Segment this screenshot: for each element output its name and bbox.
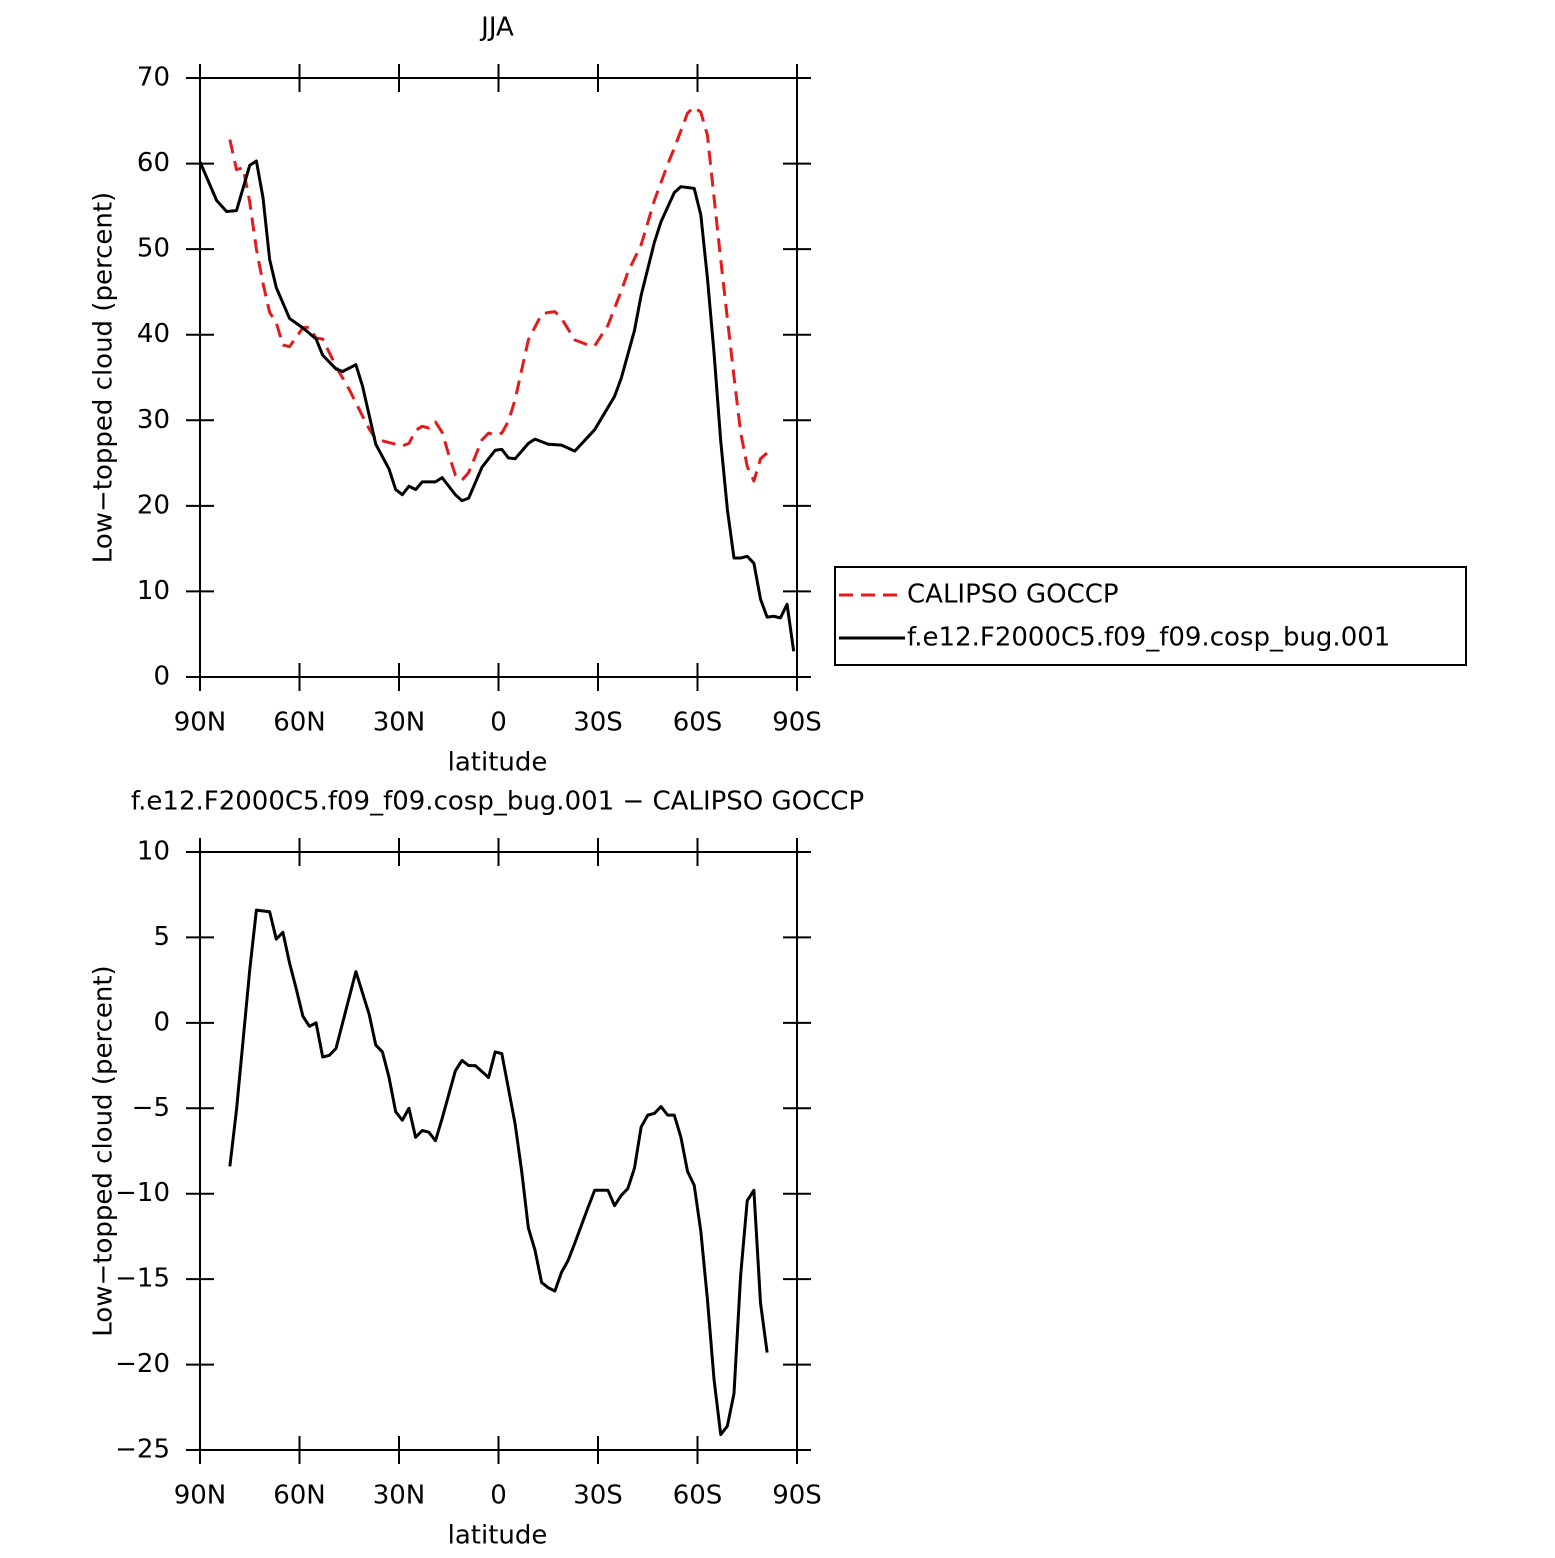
x-tick-label: 60N <box>273 1481 326 1511</box>
x-tick-label: 90N <box>174 708 227 738</box>
x-axis-label: latitude <box>448 1521 548 1551</box>
y-axis-label: Low−topped cloud (percent) <box>89 192 119 563</box>
x-tick-label: 30S <box>573 1481 623 1511</box>
x-tick-label: 60S <box>673 708 723 738</box>
y-tick-label: 0 <box>153 1007 170 1037</box>
x-tick-label: 90S <box>772 1481 822 1511</box>
x-tick-label: 30S <box>573 708 623 738</box>
y-tick-label: 50 <box>137 234 170 264</box>
chart-title: JJA <box>479 13 514 43</box>
y-tick-label: 30 <box>137 405 170 435</box>
y-tick-label: −25 <box>115 1435 170 1465</box>
y-axis-label: Low−topped cloud (percent) <box>89 965 119 1336</box>
x-tick-label: 60S <box>673 1481 723 1511</box>
plot: f.e12.F2000C5.f09_f09.cosp_bug.001 − CAL… <box>89 787 865 1551</box>
x-tick-label: 0 <box>490 708 507 738</box>
y-tick-label: 60 <box>137 148 170 178</box>
y-tick-label: 0 <box>153 662 170 692</box>
y-tick-label: 10 <box>137 576 170 606</box>
x-tick-label: 90N <box>174 1481 227 1511</box>
y-tick-label: −20 <box>115 1349 170 1379</box>
data-line <box>198 159 796 652</box>
x-tick-label: 30N <box>373 1481 426 1511</box>
x-tick-label: 0 <box>490 1481 507 1511</box>
x-tick-label: 90S <box>772 708 822 738</box>
x-tick-label: 30N <box>373 708 426 738</box>
y-tick-label: −10 <box>115 1178 170 1208</box>
x-axis-label: latitude <box>448 748 548 778</box>
plot: JJA latitude Low−topped cloud (percent) 0 10… <box>89 13 1467 778</box>
y-tick-label: 40 <box>137 319 170 349</box>
y-tick-label: −5 <box>132 1093 170 1123</box>
legend-label: CALIPSO GOCCP <box>907 580 1119 610</box>
y-tick-label: 10 <box>137 837 170 867</box>
plot-frame <box>199 77 798 678</box>
legend-label: f.e12.F2000C5.f09_f09.cosp_bug.001 <box>907 623 1390 653</box>
y-tick-label: 20 <box>137 490 170 520</box>
plot-frame <box>199 851 798 1451</box>
data-line <box>228 105 769 483</box>
y-tick-label: 70 <box>137 63 170 93</box>
data-line <box>228 908 769 1437</box>
y-tick-label: 5 <box>153 922 170 952</box>
legend-box <box>834 566 1467 666</box>
y-tick-label: −15 <box>115 1264 170 1294</box>
chart-title: f.e12.F2000C5.f09_f09.cosp_bug.001 − CAL… <box>131 787 864 817</box>
x-tick-label: 60N <box>273 708 326 738</box>
